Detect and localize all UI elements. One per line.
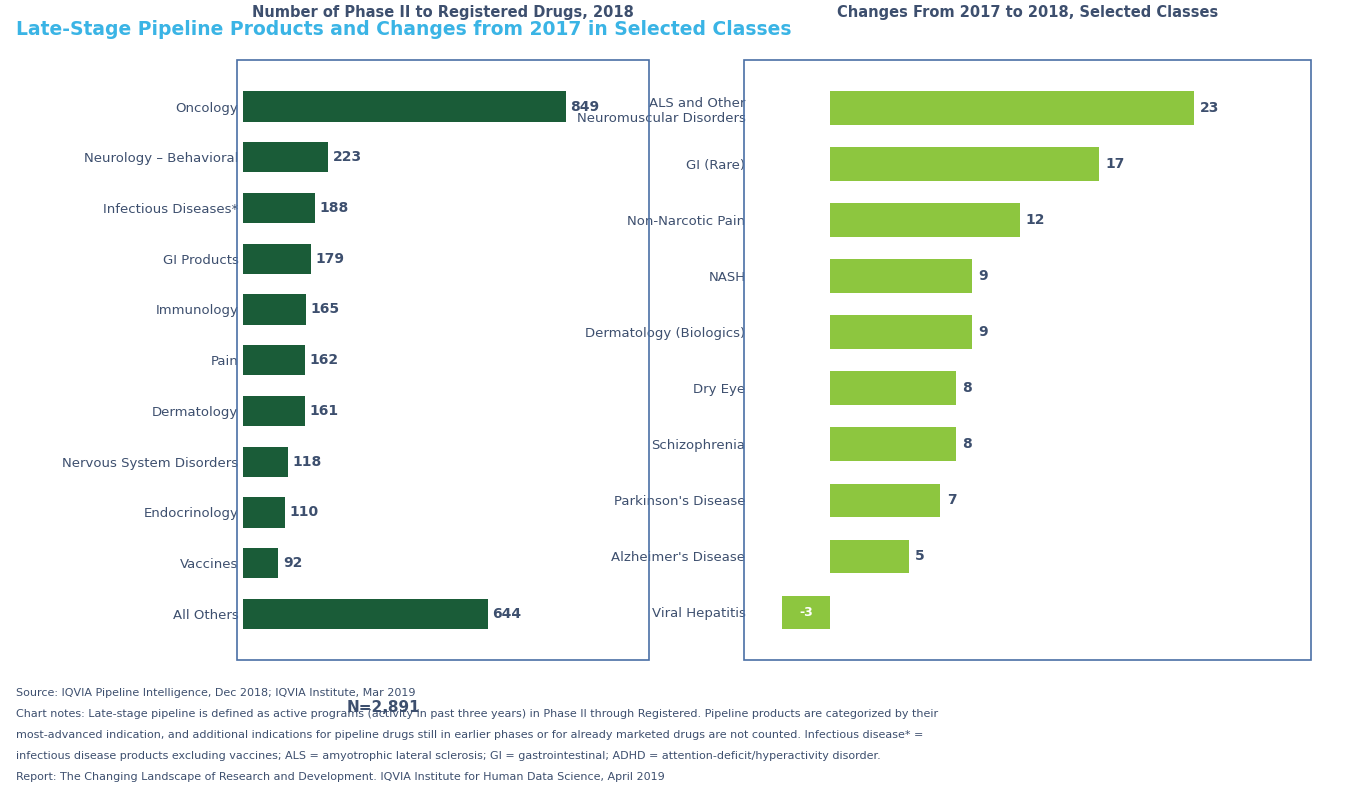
Bar bbox=[243, 497, 285, 528]
Text: 223: 223 bbox=[333, 151, 362, 164]
Text: N=2,891: N=2,891 bbox=[346, 700, 419, 716]
Text: 12: 12 bbox=[1026, 213, 1045, 227]
Text: 188: 188 bbox=[319, 201, 349, 215]
Bar bbox=[830, 427, 956, 461]
Bar bbox=[243, 244, 311, 274]
Bar bbox=[243, 295, 306, 324]
Text: Chart notes: Late-stage pipeline is defined as active programs (activity in past: Chart notes: Late-stage pipeline is defi… bbox=[16, 709, 938, 719]
Text: Source: IQVIA Pipeline Intelligence, Dec 2018; IQVIA Institute, Mar 2019: Source: IQVIA Pipeline Intelligence, Dec… bbox=[16, 688, 415, 698]
Bar bbox=[830, 371, 956, 405]
Text: Report: The Changing Landscape of Research and Development. IQVIA Institute for : Report: The Changing Landscape of Resear… bbox=[16, 772, 665, 782]
Bar bbox=[243, 142, 329, 172]
Bar bbox=[830, 91, 1194, 125]
Text: 161: 161 bbox=[310, 404, 338, 418]
Text: -3: -3 bbox=[799, 606, 813, 619]
Text: Late-Stage Pipeline Products and Changes from 2017 in Selected Classes: Late-Stage Pipeline Products and Changes… bbox=[16, 20, 792, 39]
Text: 849: 849 bbox=[571, 100, 599, 114]
Bar bbox=[830, 484, 941, 517]
Text: 9: 9 bbox=[979, 325, 988, 339]
Text: 162: 162 bbox=[310, 353, 338, 367]
Bar bbox=[243, 599, 488, 630]
Bar bbox=[781, 596, 830, 630]
Bar bbox=[243, 91, 566, 122]
Text: infectious disease products excluding vaccines; ALS = amyotrophic lateral sclero: infectious disease products excluding va… bbox=[16, 751, 882, 761]
Text: 92: 92 bbox=[283, 556, 303, 570]
Text: 7: 7 bbox=[946, 493, 956, 507]
Text: 110: 110 bbox=[289, 506, 319, 519]
Bar bbox=[830, 316, 972, 349]
Bar bbox=[243, 548, 279, 579]
Bar bbox=[243, 447, 288, 477]
Text: 5: 5 bbox=[915, 549, 925, 563]
Text: Changes From 2017 to 2018, Selected Classes: Changes From 2017 to 2018, Selected Clas… bbox=[837, 5, 1218, 20]
Text: 23: 23 bbox=[1201, 101, 1220, 115]
Text: Number of Phase II to Registered Drugs, 2018: Number of Phase II to Registered Drugs, … bbox=[251, 5, 634, 20]
Bar bbox=[243, 345, 306, 375]
Text: 179: 179 bbox=[316, 252, 345, 266]
Bar bbox=[243, 192, 315, 223]
Bar bbox=[243, 396, 304, 426]
Text: 9: 9 bbox=[979, 269, 988, 283]
Text: 8: 8 bbox=[963, 437, 972, 452]
Text: most-advanced indication, and additional indications for pipeline drugs still in: most-advanced indication, and additional… bbox=[16, 730, 923, 740]
Bar bbox=[830, 259, 972, 293]
Text: 118: 118 bbox=[293, 455, 322, 469]
Text: 17: 17 bbox=[1105, 157, 1125, 171]
Text: 644: 644 bbox=[492, 607, 522, 621]
Text: 8: 8 bbox=[963, 382, 972, 395]
Text: 165: 165 bbox=[311, 303, 339, 316]
Bar bbox=[830, 204, 1019, 237]
Bar bbox=[830, 539, 909, 573]
Bar bbox=[830, 147, 1099, 181]
